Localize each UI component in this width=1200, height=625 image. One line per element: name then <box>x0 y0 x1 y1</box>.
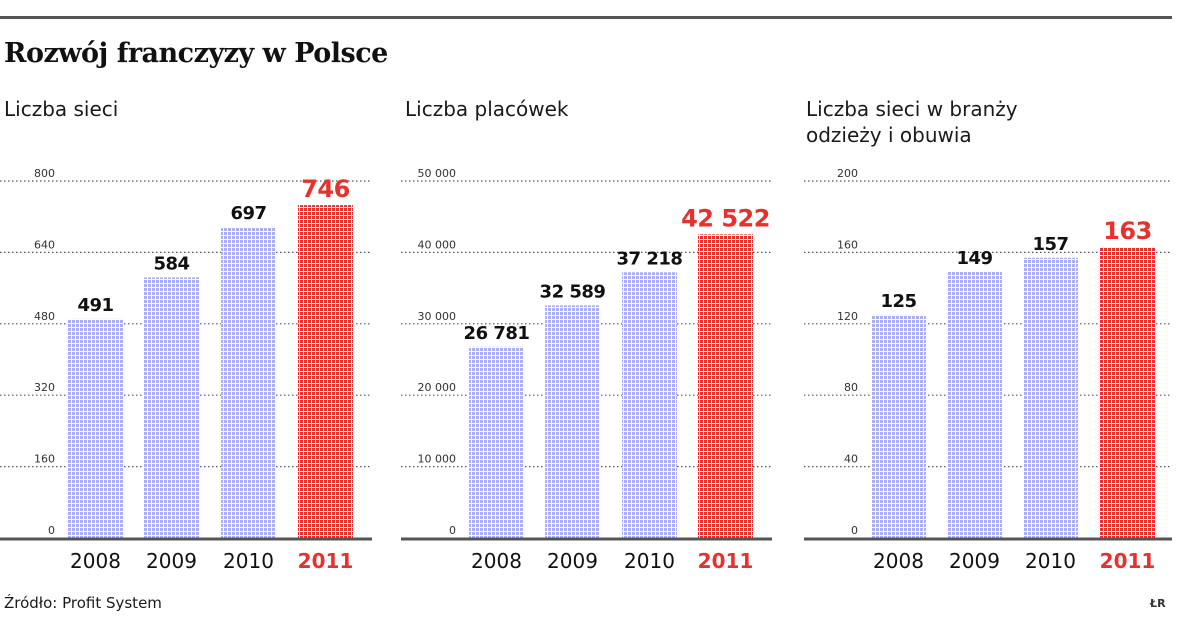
x-tick-label: 2008 <box>70 549 121 573</box>
bar-highlight <box>298 205 353 538</box>
x-tick-label: 2011 <box>298 549 354 573</box>
x-tick-label: 2010 <box>1025 549 1076 573</box>
value-label: 157 <box>1032 234 1068 255</box>
x-tick-label: 2011 <box>1100 549 1156 573</box>
y-tick-label: 640 <box>34 238 55 251</box>
top-rule <box>0 16 1172 19</box>
panel-title-liczba-placowek: Liczba placówek <box>405 97 569 121</box>
x-tick-label: 2009 <box>146 549 197 573</box>
value-label: 584 <box>153 253 189 274</box>
x-tick-label: 2009 <box>547 549 598 573</box>
source-note: Źródło: Profit System <box>4 594 162 612</box>
x-tick-label: 2009 <box>949 549 1000 573</box>
bar <box>469 346 524 538</box>
panel-title-liczba-sieci: Liczba sieci <box>4 97 119 121</box>
x-tick-label: 2010 <box>624 549 675 573</box>
value-label: 491 <box>77 295 113 316</box>
bar <box>545 305 600 538</box>
bar <box>144 277 199 538</box>
value-label: 26 781 <box>464 323 530 344</box>
y-tick-label: 0 <box>48 524 55 537</box>
bar <box>68 318 123 538</box>
y-tick-label: 0 <box>449 524 456 537</box>
y-tick-label: 200 <box>837 167 858 180</box>
y-tick-label: 480 <box>34 310 55 323</box>
value-label: 746 <box>301 175 350 203</box>
x-tick-label: 2010 <box>223 549 274 573</box>
y-tick-label: 50 000 <box>418 167 457 180</box>
y-tick-label: 800 <box>34 167 55 180</box>
x-tick-label: 2008 <box>873 549 924 573</box>
y-tick-label: 10 000 <box>418 453 457 466</box>
page-title: Rozwój franczyzy w Polsce <box>4 38 388 69</box>
panel-title-liczba-sieci-odziez: Liczba sieci w branży odzieży i obuwia <box>806 97 1018 147</box>
author-signature: ŁR <box>1150 597 1166 610</box>
y-tick-label: 160 <box>34 453 55 466</box>
y-tick-label: 0 <box>851 524 858 537</box>
x-tick-label: 2008 <box>471 549 522 573</box>
bar <box>622 272 677 538</box>
value-label: 125 <box>880 291 916 312</box>
value-label: 149 <box>956 248 992 269</box>
value-label: 163 <box>1103 217 1152 245</box>
bar <box>871 314 926 538</box>
y-tick-label: 80 <box>844 381 858 394</box>
bar <box>221 226 276 538</box>
x-tick-label: 2011 <box>698 549 754 573</box>
bar-highlight <box>1100 247 1155 539</box>
y-tick-label: 320 <box>34 381 55 394</box>
value-label: 37 218 <box>617 248 683 269</box>
bar <box>947 272 1002 538</box>
y-tick-label: 30 000 <box>418 310 457 323</box>
y-tick-label: 160 <box>837 238 858 251</box>
bar-highlight <box>698 234 753 538</box>
value-label: 697 <box>230 203 266 224</box>
value-label: 32 589 <box>540 281 606 302</box>
y-tick-label: 20 000 <box>418 381 457 394</box>
value-label: 42 522 <box>681 204 770 232</box>
y-tick-label: 40 000 <box>418 238 457 251</box>
bar <box>1023 257 1078 538</box>
y-tick-label: 120 <box>837 310 858 323</box>
y-tick-label: 40 <box>844 453 858 466</box>
